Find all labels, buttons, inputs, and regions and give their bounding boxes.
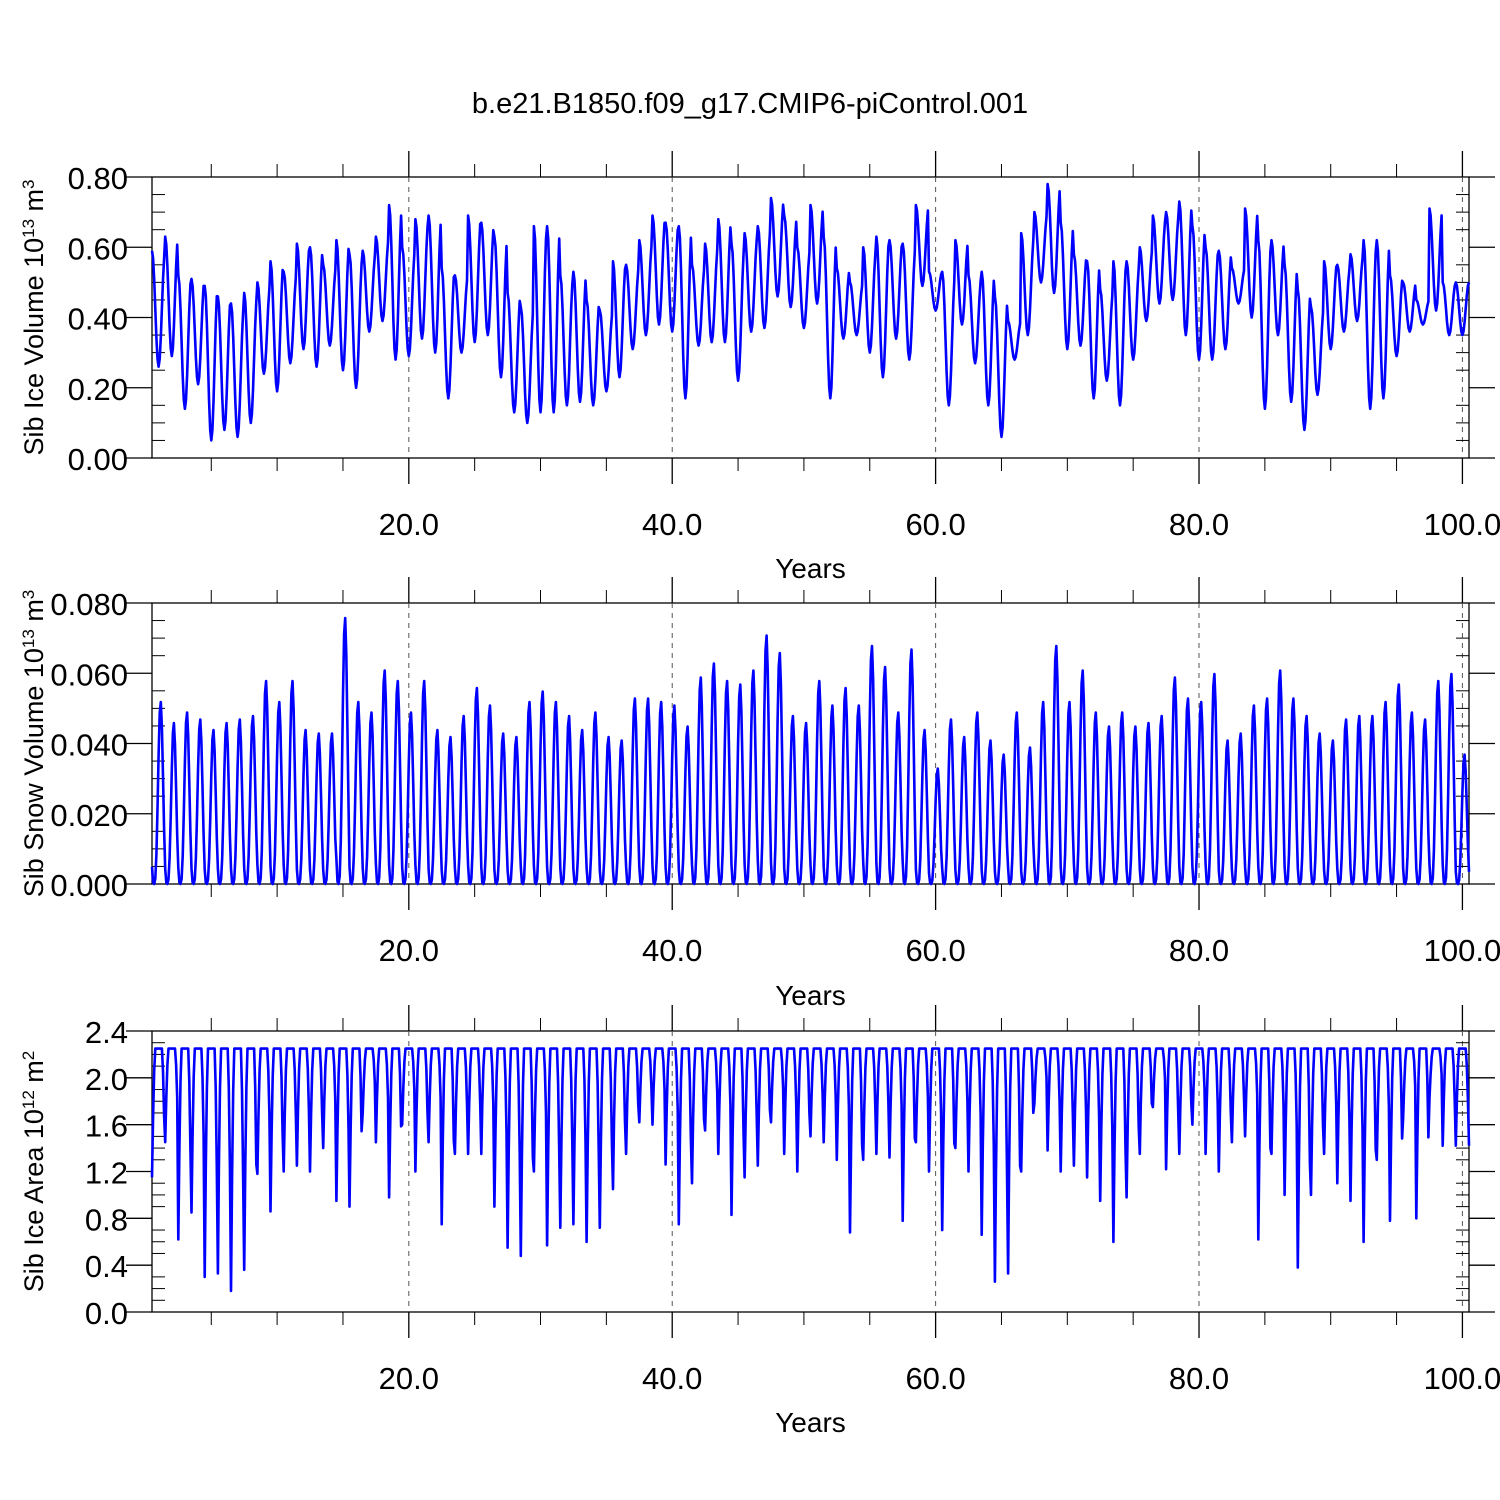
panel-2: 20.0 40.0 60.0 80.0 100.0 0.000 0.020 0.040 0.06…: [19, 577, 1500, 1011]
x-tick-label: 60.0: [905, 933, 965, 968]
x-tick-label: 80.0: [1169, 1361, 1229, 1396]
x-tick-label: 40.0: [642, 507, 702, 542]
y-tick-label: 0.060: [50, 657, 128, 692]
x-tick-label: 40.0: [642, 933, 702, 968]
panel-3: 20.0 40.0 60.0 80.0 100.0 0.0 0.4 0.8 1.2 1.6 2.0 2…: [19, 1005, 1500, 1438]
x-tick-label: 80.0: [1169, 507, 1229, 542]
x-tick-label: 80.0: [1169, 933, 1229, 968]
x-axis-label: Years: [775, 1407, 846, 1438]
x-tick-label: 20.0: [379, 507, 439, 542]
series-line: [150, 1047, 1471, 1293]
x-axis-label: Years: [775, 980, 846, 1011]
x-tick-label: 100.0: [1424, 1361, 1500, 1396]
x-tick-label: 40.0: [642, 1361, 702, 1396]
y-tick-label: 0.040: [50, 728, 128, 763]
panels: 20.0 40.0 60.0 80.0 100.0 0.00 0.20 0.40 0.60 0.8…: [19, 151, 1500, 1438]
y-tick-label: 0.20: [68, 372, 128, 407]
x-tick-label: 20.0: [379, 933, 439, 968]
y-tick-label: 0.00: [68, 442, 128, 477]
x-tick-label: 20.0: [379, 1361, 439, 1396]
x-tick-label: 100.0: [1424, 507, 1500, 542]
y-tick-label: 0.020: [50, 798, 128, 833]
y-tick-label: 0.80: [68, 161, 128, 196]
y-tick-label: 0.000: [50, 868, 128, 903]
y-tick-label: 1.6: [85, 1109, 128, 1144]
y-tick-label: 2.0: [85, 1062, 128, 1097]
panel-1: 20.0 40.0 60.0 80.0 100.0 0.00 0.20 0.40 0.60 0.8…: [19, 151, 1500, 584]
y-axis-label: Sib Ice Volume 1013 m3: [19, 179, 50, 455]
y-tick-label: 0.8: [85, 1202, 128, 1237]
series-line: [150, 182, 1471, 442]
y-axis-label: Sib Ice Area 1012 m2: [19, 1051, 50, 1293]
y-tick-label: 2.4: [85, 1015, 128, 1050]
y-tick-label: 1.2: [85, 1156, 128, 1191]
y-tick-label: 0.60: [68, 231, 128, 266]
x-tick-label: 60.0: [905, 507, 965, 542]
x-axis-label: Years: [775, 553, 846, 584]
y-axis-label: Sib Snow Volume 1013 m3: [19, 590, 50, 898]
figure-title: b.e21.B1850.f09_g17.CMIP6-piControl.001: [472, 88, 1028, 120]
series-line: [150, 616, 1471, 886]
y-tick-label: 0.40: [68, 302, 128, 337]
y-tick-label: 0.080: [50, 587, 128, 622]
x-tick-label: 100.0: [1424, 933, 1500, 968]
y-tick-label: 0.0: [85, 1296, 128, 1331]
x-tick-label: 60.0: [905, 1361, 965, 1396]
y-tick-label: 0.4: [85, 1249, 128, 1284]
